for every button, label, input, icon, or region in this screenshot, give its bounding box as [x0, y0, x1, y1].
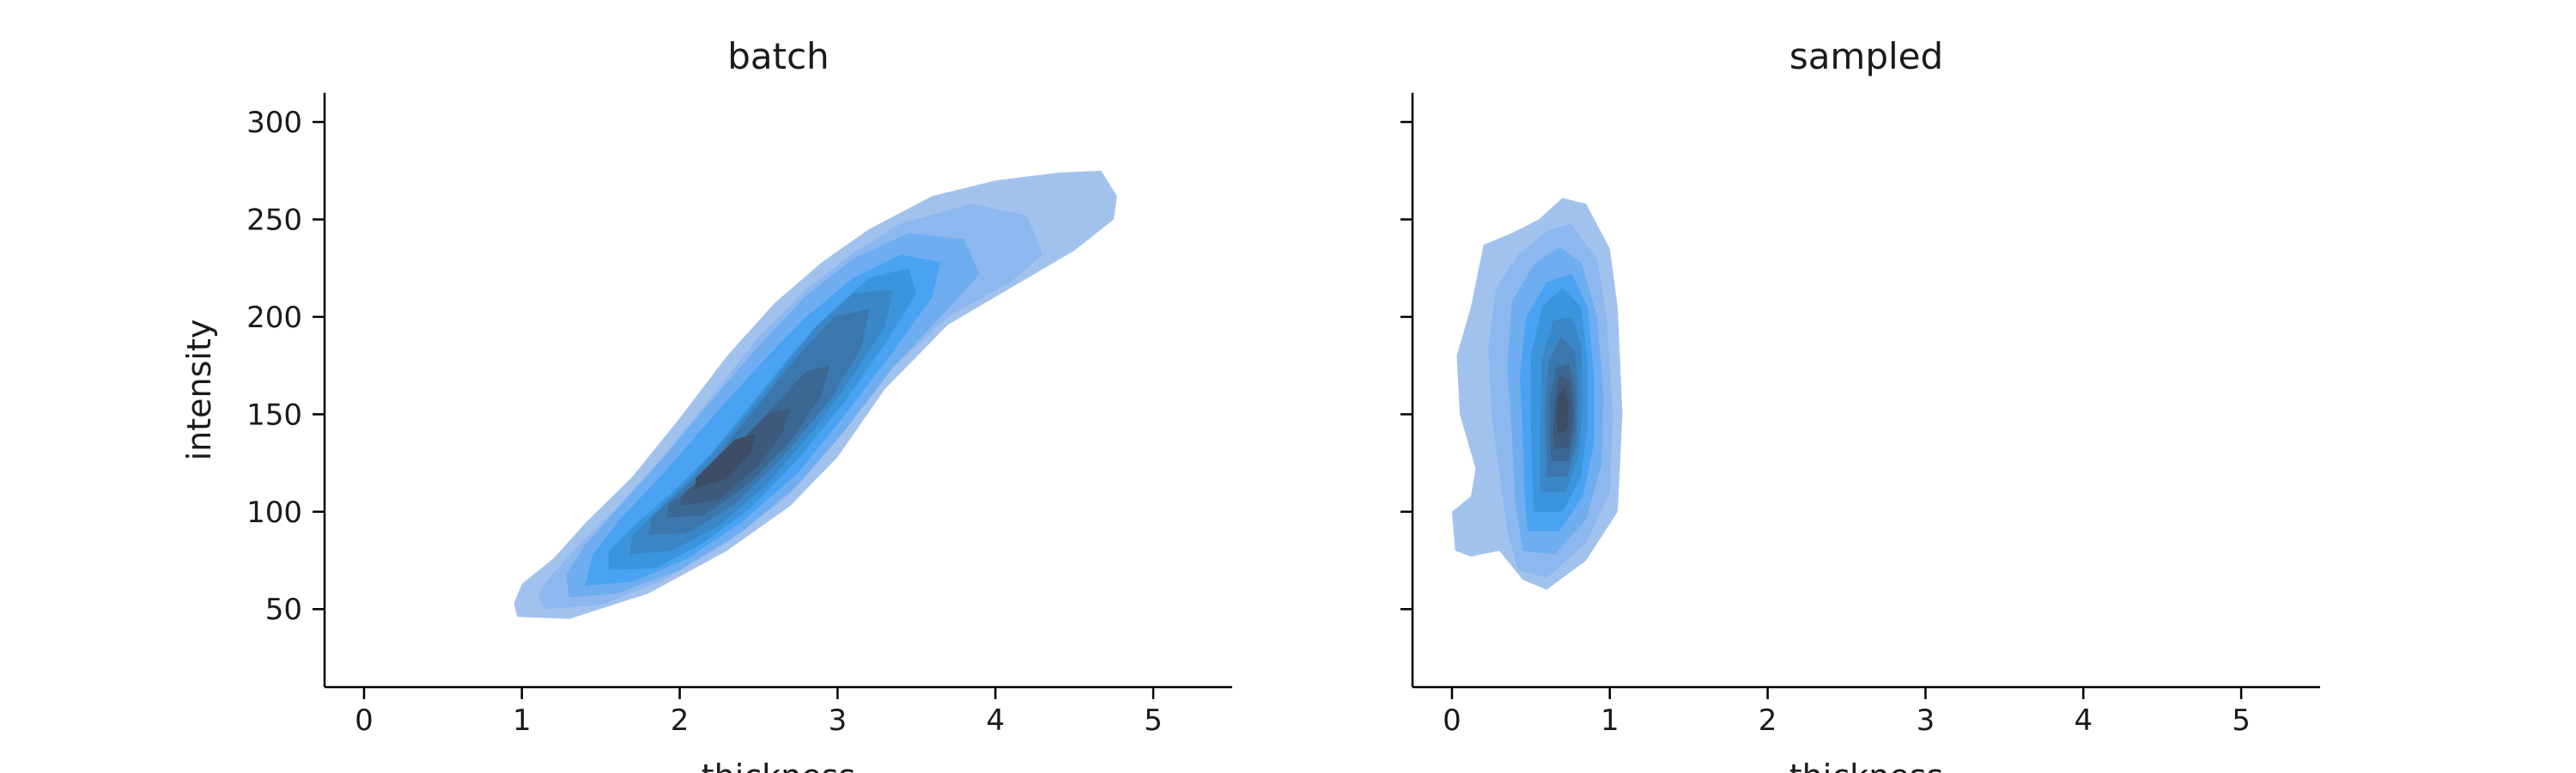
y-tick-label: 250: [246, 203, 302, 237]
x-tick-label: 3: [829, 703, 848, 738]
chart-title: sampled: [1789, 35, 1943, 77]
chart-title: batch: [727, 35, 829, 77]
x-tick-label: 0: [1443, 703, 1461, 738]
x-axis-label: thickness: [702, 758, 856, 773]
y-tick-label: 300: [246, 106, 302, 140]
x-tick-label: 5: [1144, 703, 1163, 738]
x-tick-label: 3: [1917, 703, 1935, 738]
x-tick-label: 5: [2232, 703, 2251, 738]
y-tick-label: 200: [246, 301, 302, 335]
chart-panel-sampled: 0 1 2 3 4 5 sampled thickness: [1400, 35, 2320, 773]
density-level-10: [1556, 388, 1569, 434]
density-contours: [1452, 198, 1623, 590]
y-axis-label: intensity: [180, 320, 218, 461]
x-tick-label: 2: [1759, 703, 1777, 738]
x-tick-label: 1: [513, 703, 532, 738]
x-tick-label: 2: [671, 703, 690, 738]
chart-panel-batch: 0 1 2 3 4 5 50 100 150 200 250 300 batch thickness int…: [180, 35, 1232, 773]
y-tick-label: 50: [265, 593, 302, 627]
density-contours: [513, 170, 1117, 619]
x-tick-label: 0: [355, 703, 374, 738]
y-tick-label: 150: [246, 398, 302, 432]
density-level-10: [696, 434, 756, 489]
x-tick-label: 4: [986, 703, 1005, 738]
x-tick-label: 4: [2074, 703, 2093, 738]
x-tick-label: 1: [1601, 703, 1619, 738]
y-tick-label: 100: [246, 496, 302, 530]
x-axis-label: thickness: [1789, 758, 1944, 773]
